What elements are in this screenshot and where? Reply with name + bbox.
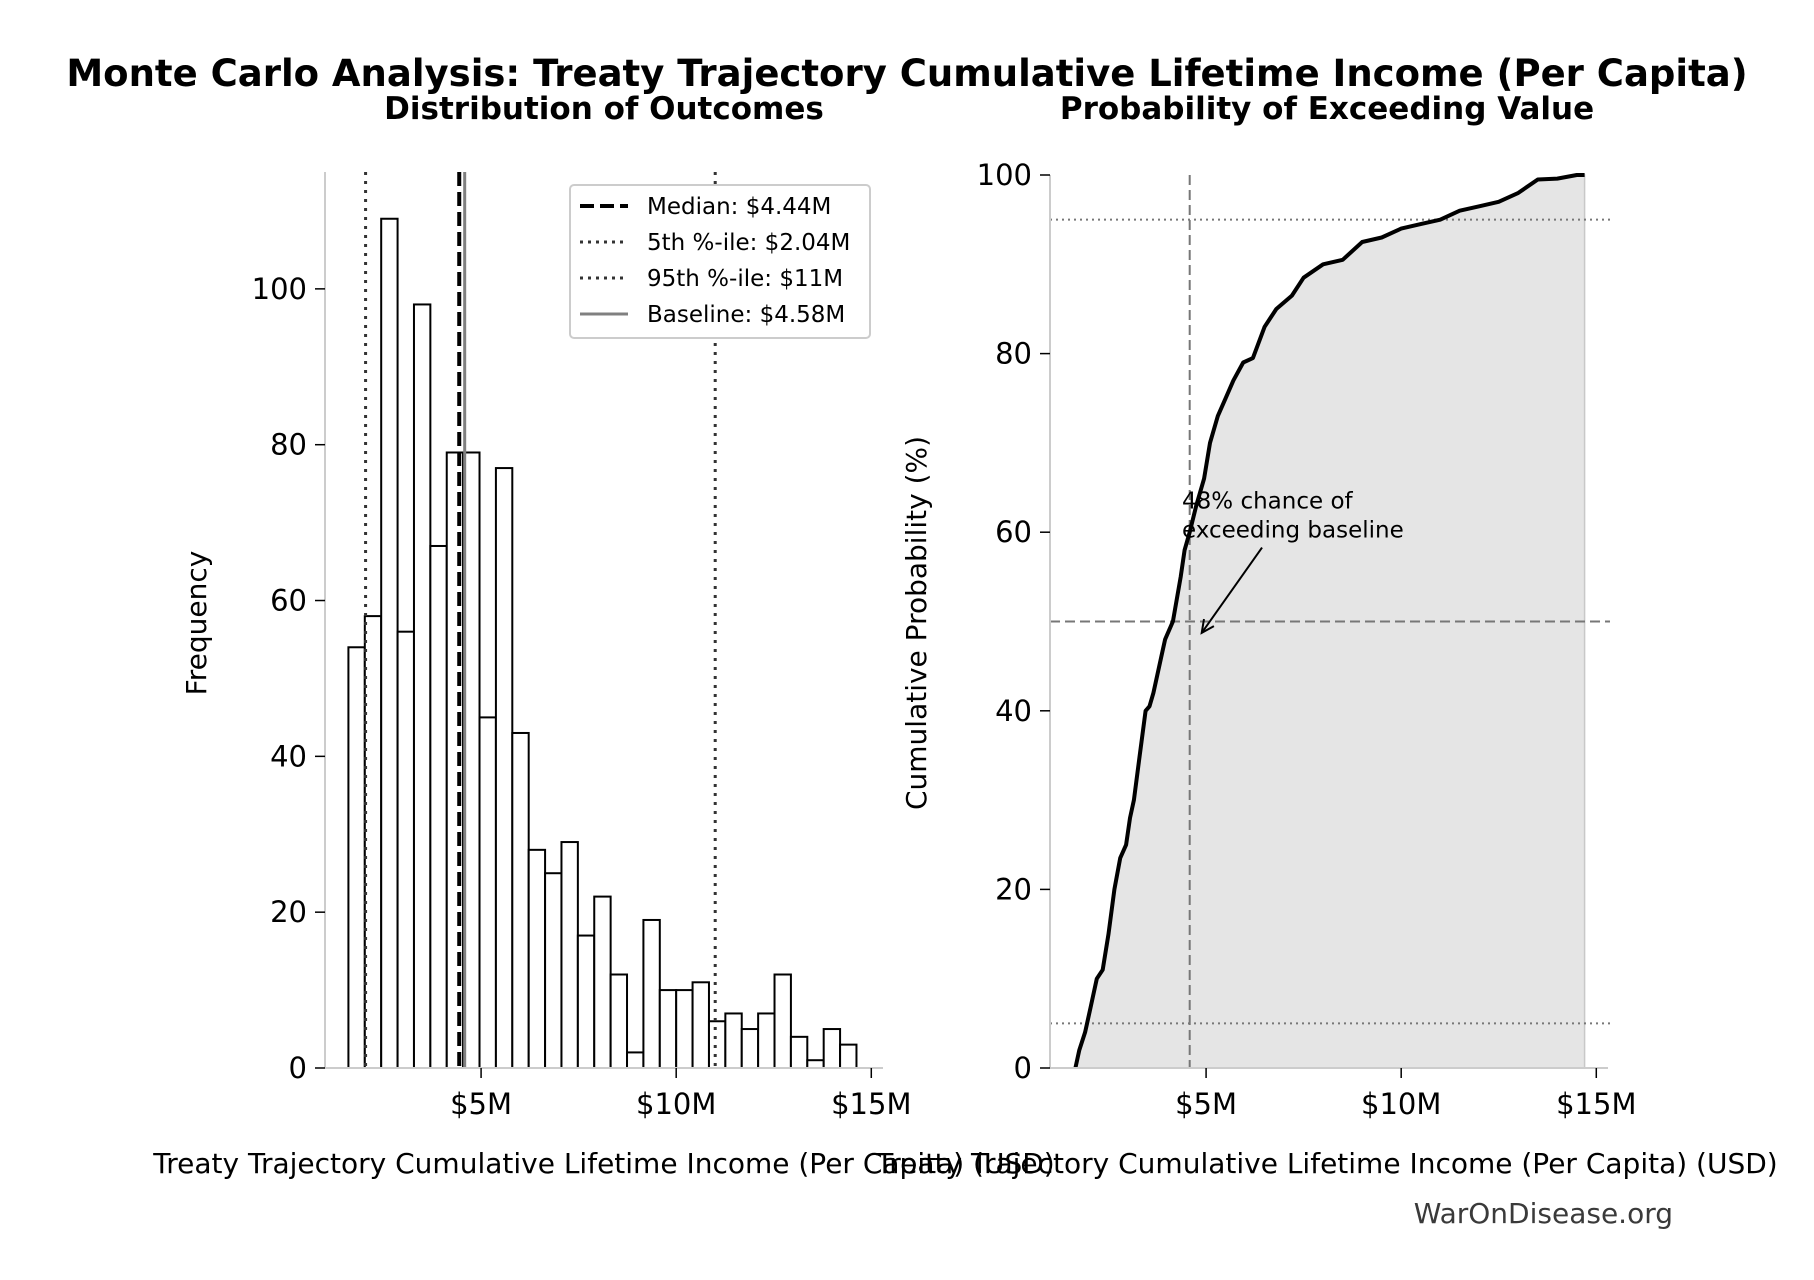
histogram-bar — [511, 731, 530, 1070]
cdf-axes: 0 20 40 60 80 100 $5M $10M $15M — [977, 158, 1637, 1121]
cdf-curve — [1073, 173, 1585, 1069]
annotation-arrow-line — [1200, 547, 1263, 634]
histogram-bar — [806, 1059, 825, 1070]
cdf-y-tick-label: 100 — [977, 158, 1032, 192]
histogram-bar — [707, 1020, 727, 1070]
histogram-y-tick-label: 0 — [289, 1051, 307, 1085]
cdf-reference-lines — [1050, 175, 1610, 1068]
histogram-bar — [789, 1035, 809, 1070]
cdf-x-tick-label: $15M — [1556, 1087, 1636, 1121]
histogram-x-axis-label: Treaty Trajectory Cumulative Lifetime In… — [152, 1147, 1054, 1180]
histogram-bar — [478, 716, 497, 1069]
histogram-bar — [822, 1028, 842, 1069]
histogram-axes: 0 20 40 60 80 100 $5M $10M $15M — [252, 172, 911, 1121]
cdf-y-tick-label: 40 — [995, 694, 1032, 728]
histogram-subtitle: Distribution of Outcomes — [384, 91, 824, 127]
cdf-x-axis-label: Treaty Trajectory Cumulative Lifetime In… — [875, 1147, 1777, 1180]
histogram-bar — [494, 467, 514, 1069]
histogram-bar — [773, 973, 792, 1069]
cdf-subtitle: Probability of Exceeding Value — [1060, 91, 1594, 127]
cdf-y-tick-label: 60 — [995, 515, 1032, 549]
histogram-bars — [347, 217, 858, 1070]
legend-95th-percentile-label: 95th %-ile: $11M — [647, 266, 843, 292]
histogram-legend: Median: $4.44M 5th %-ile: $2.04M 95th %-… — [569, 184, 871, 339]
histogram-bar — [363, 615, 383, 1070]
histogram-y-tick-label: 80 — [270, 428, 307, 462]
legend-box — [569, 184, 871, 339]
cdf-panel: Probability of Exceeding Value 0 20 40 60 80… — [875, 91, 1777, 1180]
figure-title: Monte Carlo Analysis: Treaty Trajectory … — [66, 52, 1747, 95]
histogram-bar — [839, 1043, 858, 1070]
histogram-bar — [347, 646, 366, 1070]
histogram-bar — [560, 841, 579, 1070]
cdf-y-tick-label: 80 — [995, 337, 1032, 371]
histogram-bar — [724, 1012, 743, 1070]
histogram-bar — [396, 630, 415, 1069]
histogram-x-tick-label: $10M — [636, 1087, 716, 1121]
histogram-x-tick-label: $15M — [831, 1087, 911, 1121]
legend-baseline-label: Baseline: $4.58M — [647, 302, 845, 328]
cdf-y-tick-label: 0 — [1014, 1051, 1032, 1085]
histogram-bar — [626, 1051, 645, 1069]
histogram-bar — [740, 1028, 760, 1069]
annotation-text-line-2: exceeding baseline — [1182, 518, 1404, 544]
cdf-x-tick-label: $5M — [1175, 1087, 1237, 1121]
cdf-y-axis-label: Cumulative Probability (%) — [900, 436, 933, 810]
histogram-bar — [380, 217, 399, 1070]
cdf-annotation: 48% chance of exceeding baseline — [1182, 489, 1404, 635]
histogram-bar — [576, 934, 596, 1070]
histogram-y-tick-label: 20 — [270, 895, 307, 929]
histogram-bar — [642, 918, 661, 1069]
histogram-panel: Distribution of Outcomes 0 20 40 60 80 100 $5M… — [152, 91, 1054, 1180]
annotation-text-line-1: 48% chance of — [1182, 489, 1354, 515]
histogram-bar — [757, 1012, 776, 1070]
legend-median-label: Median: $4.44M — [647, 194, 831, 220]
histogram-y-tick-label: 100 — [252, 272, 307, 306]
histogram-y-axis-label: Frequency — [180, 551, 213, 696]
legend-5th-percentile-label: 5th %-ile: $2.04M — [647, 230, 850, 256]
histogram-y-tick-label: 40 — [270, 739, 307, 773]
histogram-bar — [691, 981, 710, 1069]
histogram-bar — [527, 848, 547, 1070]
watermark: WarOnDisease.org — [1414, 1197, 1673, 1230]
histogram-bar — [658, 989, 678, 1070]
cdf-y-tick-label: 20 — [995, 872, 1032, 906]
histogram-bar — [609, 973, 629, 1069]
cdf-x-tick-label: $10M — [1361, 1087, 1441, 1121]
histogram-bar — [412, 303, 432, 1070]
histogram-x-tick-label: $5M — [450, 1087, 512, 1121]
histogram-bar — [429, 544, 448, 1069]
histogram-bar — [675, 989, 694, 1070]
histogram-y-tick-label: 60 — [270, 584, 307, 618]
histogram-reference-lines — [364, 172, 717, 1068]
histogram-bar — [544, 872, 563, 1070]
histogram-bar — [593, 895, 612, 1069]
annotation-arrow-head — [1200, 618, 1215, 635]
